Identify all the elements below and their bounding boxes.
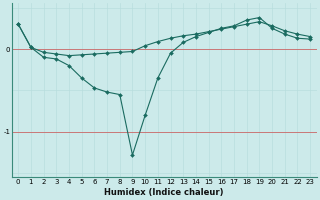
X-axis label: Humidex (Indice chaleur): Humidex (Indice chaleur) <box>104 188 224 197</box>
